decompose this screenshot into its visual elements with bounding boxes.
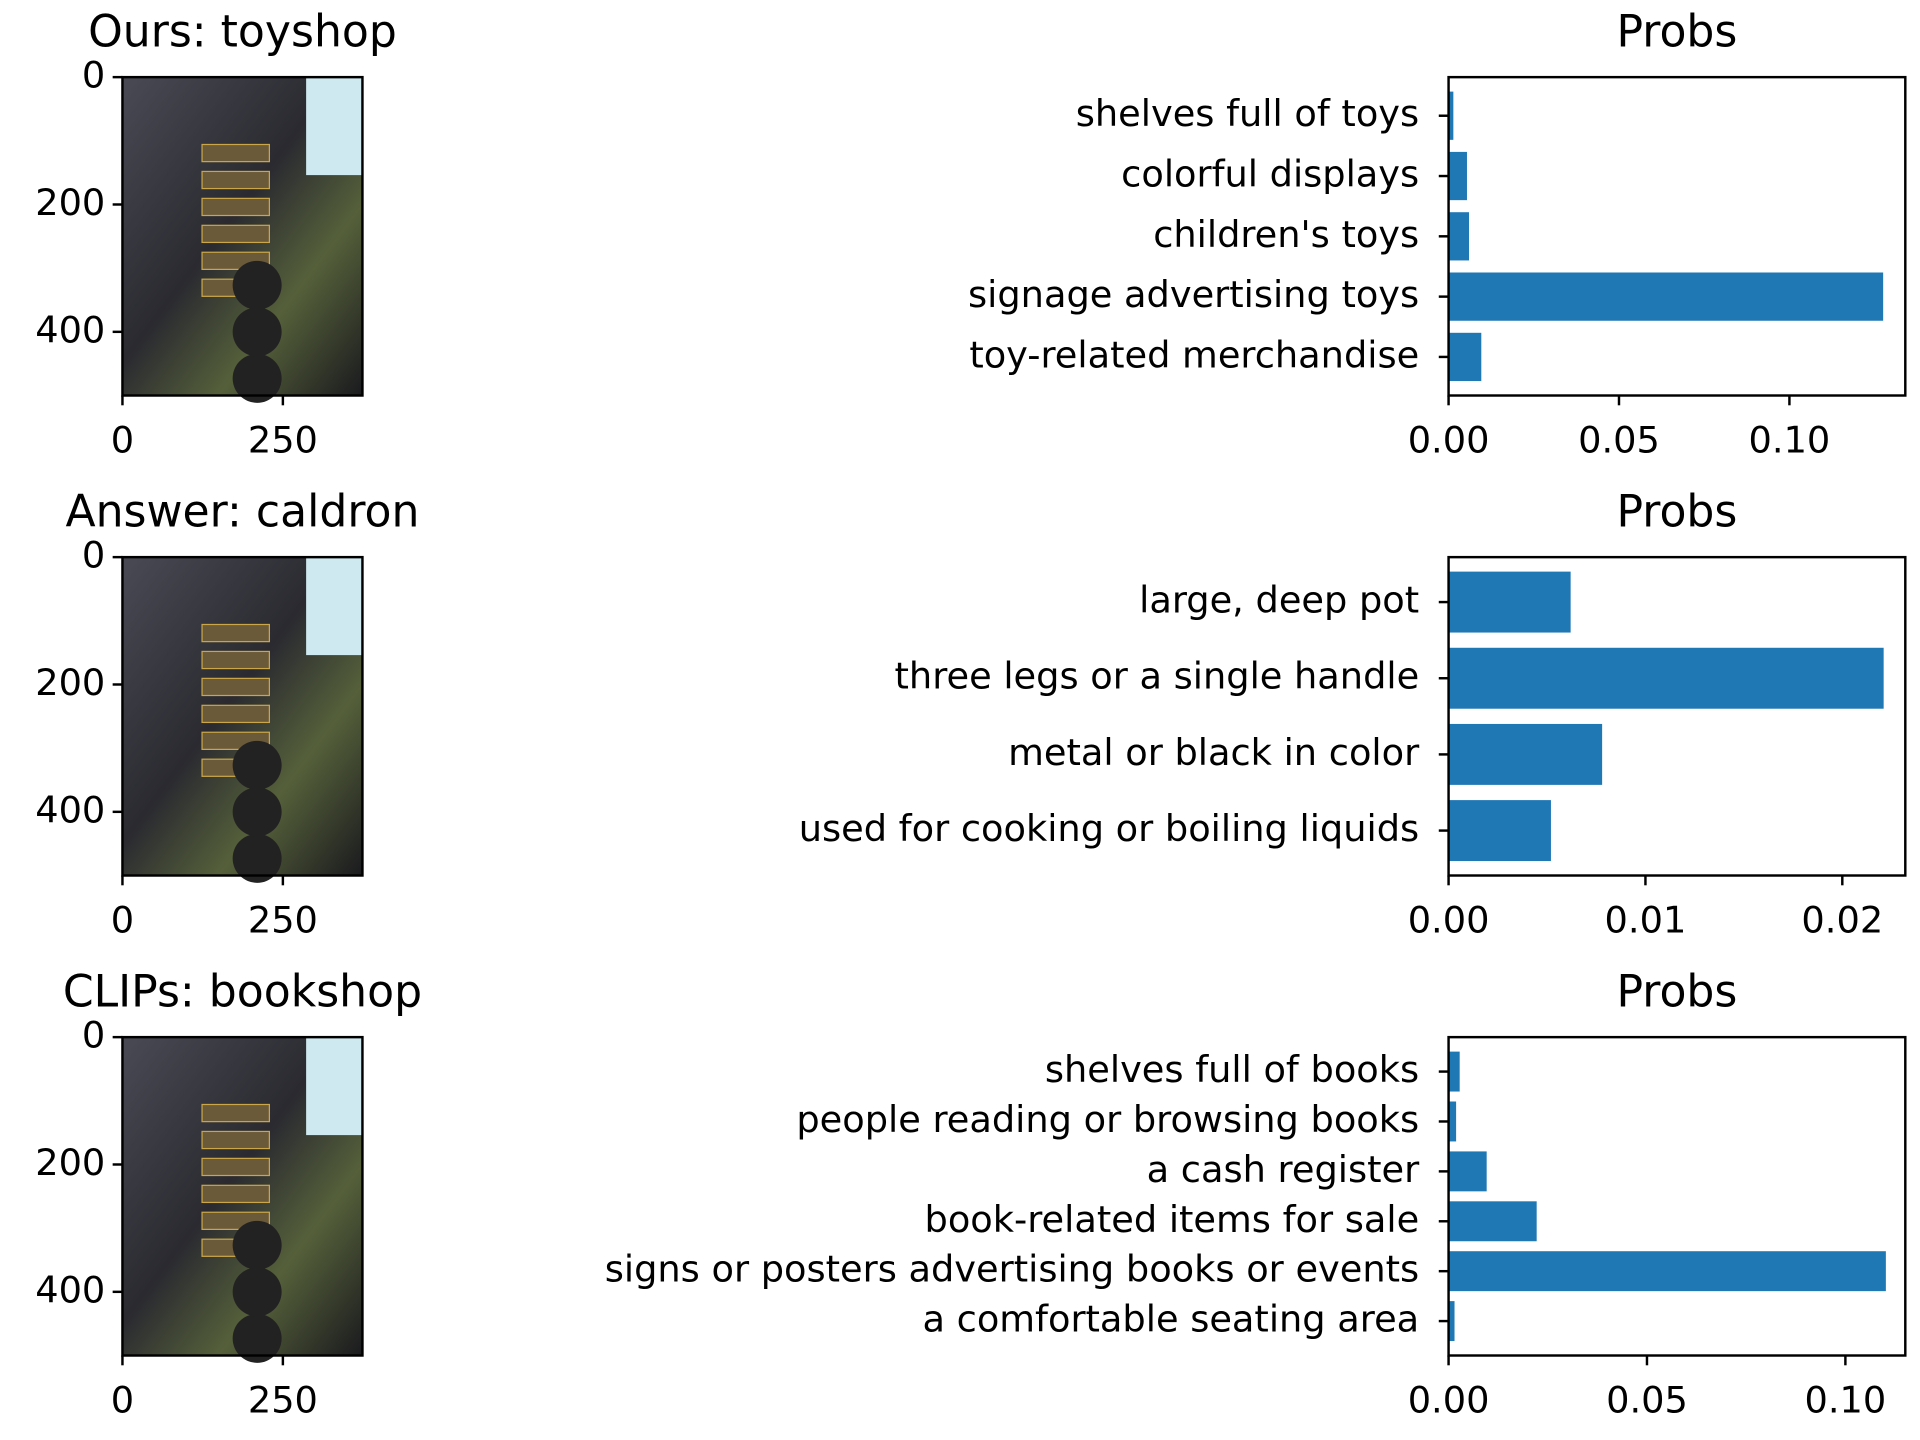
sign [201,197,270,217]
pot [232,307,282,357]
pot [232,1267,282,1317]
bar [1448,332,1482,382]
axes-frame [1447,1035,1907,1357]
category-label: toy-related merchandise [969,333,1419,376]
x-tick-label: 0.00 [1408,899,1490,942]
x-tick-label: 0 [111,1379,134,1422]
y-tick-label: 400 [35,308,105,351]
pot [232,353,282,403]
bar [1448,91,1454,140]
sign [201,1184,270,1204]
bar [1448,1051,1460,1092]
y-tick-label: 200 [35,181,105,224]
y-tick-label: 200 [35,1141,105,1184]
panel-title: Probs [1617,966,1738,1017]
y-tick-label: 0 [82,1014,105,1057]
y-tick-label: 0 [82,534,105,577]
x-tick-label: 0.10 [1805,1379,1887,1422]
y-tick-label: 200 [35,661,105,704]
category-label: colorful displays [1121,153,1419,196]
sign [201,1103,270,1123]
axes-frame [1447,555,1907,877]
axes-frame [121,555,364,877]
panel-title: CLIPs: bookshop [63,966,422,1017]
category-label: a cash register [1147,1148,1420,1191]
x-tick-label: 0.05 [1578,419,1660,462]
bar [1448,212,1470,261]
pot [232,260,282,310]
sign [201,224,270,244]
x-tick-label: 0.05 [1606,1379,1688,1422]
axes-frame [121,75,364,397]
sign [201,143,270,163]
pot [232,833,282,883]
category-label: shelves full of toys [1076,92,1419,135]
category-label: signs or posters advertising books or ev… [605,1248,1419,1291]
sign [201,650,270,670]
x-tick-label: 250 [248,899,318,942]
bar [1448,800,1551,862]
panel-title: Probs [1617,6,1738,57]
sign [201,623,270,643]
x-tick-label: 250 [248,1379,318,1422]
sky [306,77,363,176]
category-label: people reading or browsing books [796,1098,1419,1141]
bar [1448,1151,1487,1192]
bar [1448,1201,1537,1242]
panel-title: Probs [1617,486,1738,537]
sign [201,677,270,697]
bar [1448,1251,1886,1292]
x-tick-label: 250 [248,419,318,462]
category-label: three legs or a single handle [895,655,1420,698]
axes-frame [121,1035,364,1357]
category-label: used for cooking or boiling liquids [799,807,1419,850]
x-tick-label: 0.10 [1749,419,1831,462]
sign [201,704,270,724]
y-tick-label: 400 [35,1268,105,1311]
bar [1448,1301,1455,1342]
category-label: metal or black in color [1008,731,1420,774]
bar [1448,647,1884,709]
pot [232,1220,282,1270]
panel-title: Ours: toyshop [88,6,397,57]
bar [1448,723,1603,785]
category-label: shelves full of books [1045,1048,1419,1091]
sky [306,1037,363,1136]
category-label: a comfortable seating area [922,1298,1419,1341]
x-tick-label: 0 [111,899,134,942]
y-tick-label: 0 [82,54,105,97]
bar [1448,571,1571,633]
bar [1448,1101,1457,1142]
sign [201,170,270,190]
category-label: children's toys [1153,213,1419,256]
category-label: book-related items for sale [925,1198,1420,1241]
bar [1448,151,1467,201]
x-tick-label: 0 [111,419,134,462]
x-tick-label: 0.02 [1801,899,1883,942]
category-label: signage advertising toys [968,273,1419,316]
pot [232,740,282,790]
sign [201,1157,270,1177]
pot [232,1313,282,1363]
x-tick-label: 0.00 [1408,419,1490,462]
pot [232,787,282,837]
axes-frame [1447,75,1907,397]
panel-title: Answer: caldron [65,486,419,537]
x-tick-label: 0.00 [1408,1379,1490,1422]
sign [201,1130,270,1150]
sky [306,557,363,656]
category-label: large, deep pot [1139,579,1419,622]
y-tick-label: 400 [35,788,105,831]
x-tick-label: 0.01 [1605,899,1687,942]
bar [1448,272,1884,321]
